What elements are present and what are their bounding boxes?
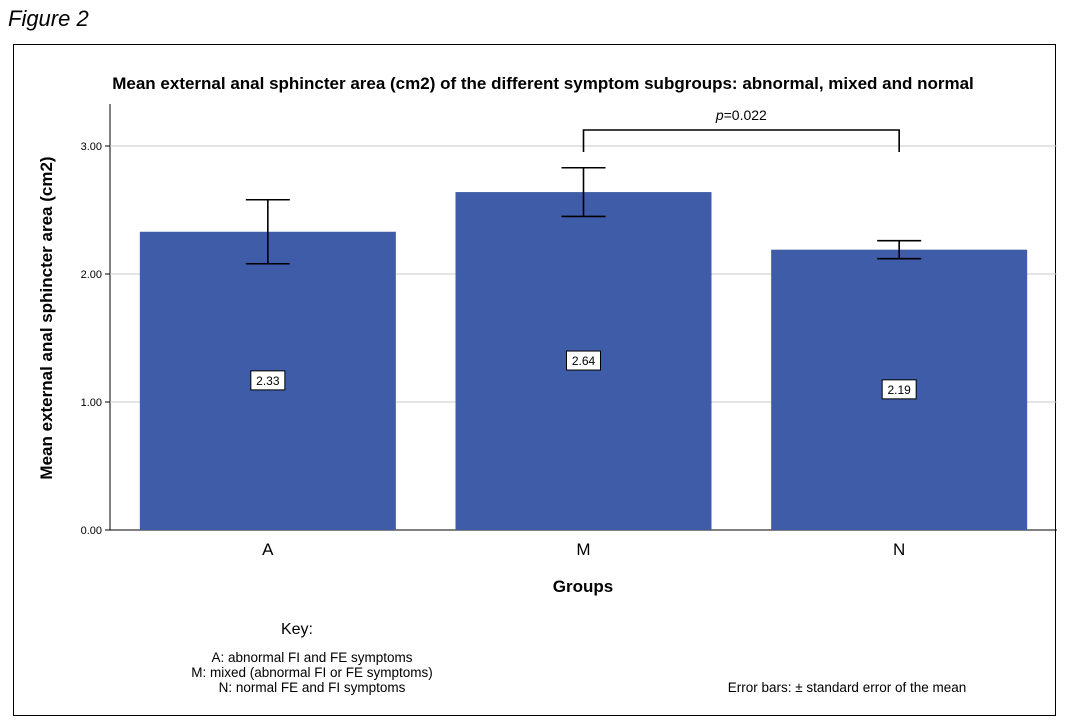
y-tick-label: 1.00 bbox=[81, 397, 102, 409]
y-tick-label: 0.00 bbox=[81, 525, 102, 537]
data-label-m: 2.64 bbox=[566, 350, 601, 371]
x-tick-label-m: M bbox=[576, 540, 590, 559]
data-label-a: 2.33 bbox=[250, 370, 286, 391]
data-labels: 2.33 2.64 2.19 bbox=[250, 350, 917, 400]
key-title: Key: bbox=[281, 621, 313, 638]
x-axis-title: Groups bbox=[553, 577, 613, 596]
svg-text:2.19: 2.19 bbox=[887, 383, 911, 397]
y-tick-label: 3.00 bbox=[81, 141, 102, 153]
x-tick-label-a: A bbox=[262, 540, 274, 559]
svg-text:2.33: 2.33 bbox=[256, 374, 280, 388]
svg-text:2.64: 2.64 bbox=[572, 354, 596, 368]
x-tick-label-n: N bbox=[893, 540, 905, 559]
figure-label: Figure 2 bbox=[8, 6, 89, 31]
y-tick-labels: 0.00 1.00 2.00 3.00 bbox=[81, 141, 102, 537]
y-axis-title: Mean external anal sphincter area (cm2) bbox=[37, 156, 56, 479]
significance-bracket-line bbox=[582, 129, 900, 152]
error-bars-note: Error bars: ± standard error of the mean bbox=[728, 680, 967, 695]
key-line-a: A: abnormal FI and FE symptoms bbox=[211, 650, 412, 665]
key-line-m: M: mixed (abnormal FI or FE symptoms) bbox=[191, 665, 433, 680]
chart-title: Mean external anal sphincter area (cm2) … bbox=[112, 74, 974, 93]
p-value-label: p=0.022 bbox=[715, 107, 767, 123]
data-label-n: 2.19 bbox=[881, 379, 917, 400]
significance-bracket: p=0.022 bbox=[582, 107, 900, 152]
key-line-n: N: normal FE and FI symptoms bbox=[219, 680, 406, 695]
y-tick-label: 2.00 bbox=[81, 269, 102, 281]
figure-frame bbox=[13, 44, 1056, 716]
error-bars bbox=[245, 166, 922, 265]
